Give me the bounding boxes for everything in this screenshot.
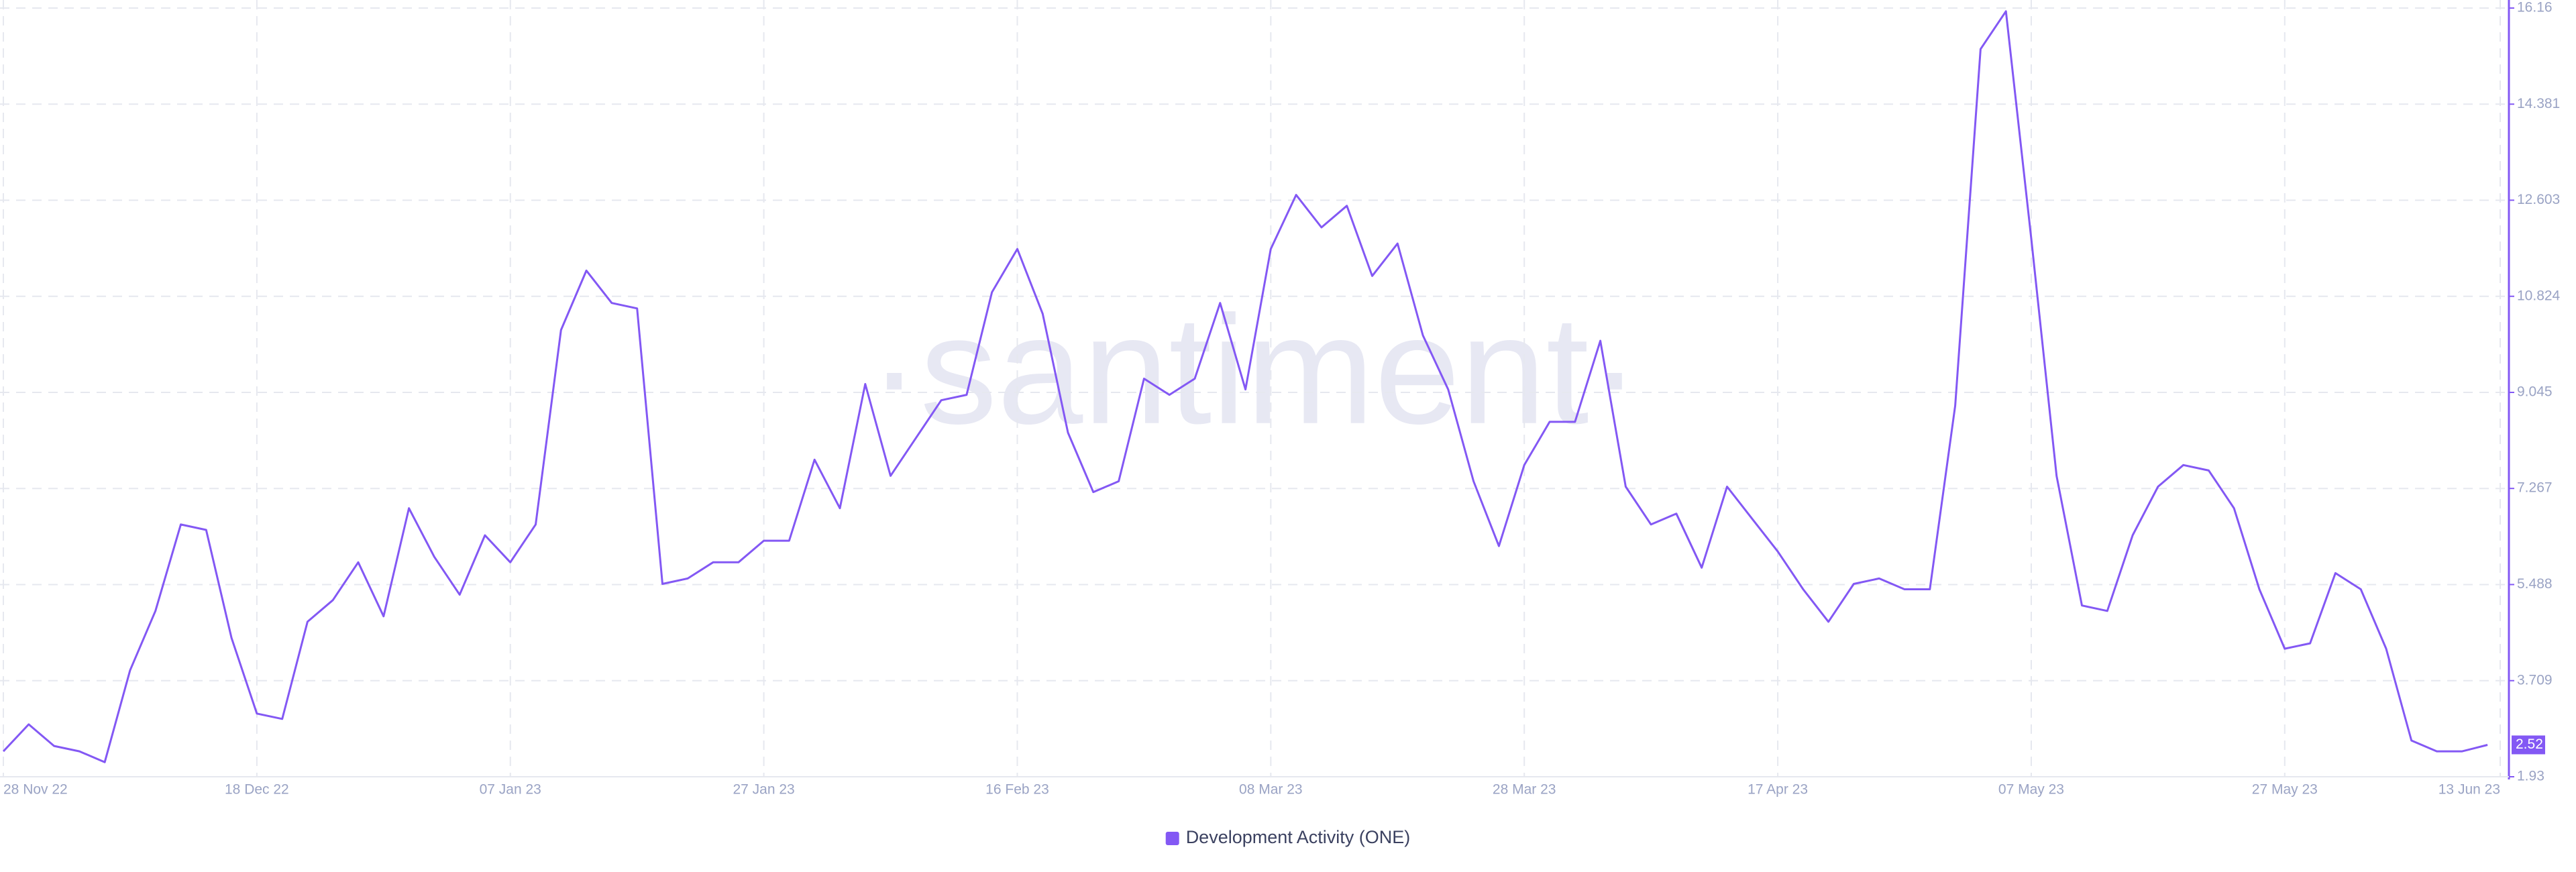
y-tick-label: 3.709 bbox=[2517, 672, 2553, 688]
x-tick-label: 07 Jan 23 bbox=[480, 782, 541, 798]
y-tick-label: 5.488 bbox=[2517, 576, 2553, 592]
legend-label: Development Activity (ONE) bbox=[1186, 827, 1411, 847]
legend-swatch bbox=[1165, 832, 1179, 845]
x-tick-label: 07 May 23 bbox=[1998, 782, 2064, 798]
x-tick-label: 16 Feb 23 bbox=[985, 782, 1049, 798]
y-tick-label: 10.824 bbox=[2517, 288, 2561, 303]
data-line bbox=[2, 10, 2488, 763]
x-tick-label: 28 Mar 23 bbox=[1493, 782, 1556, 798]
x-tick-label: 08 Mar 23 bbox=[1239, 782, 1303, 798]
x-tick-label: 27 Jan 23 bbox=[733, 782, 794, 798]
x-tick-label: 13 Jun 23 bbox=[2438, 782, 2500, 798]
x-tick-label: 27 May 23 bbox=[2252, 782, 2318, 798]
y-tick-label: 14.381 bbox=[2517, 96, 2560, 111]
y-tick-label: 7.267 bbox=[2517, 480, 2553, 496]
y-tick-label: 12.603 bbox=[2517, 192, 2560, 207]
last-value-badge bbox=[2512, 735, 2545, 755]
x-tick-label: 28 Nov 22 bbox=[3, 782, 68, 798]
last-value-label: 2.52 bbox=[2516, 737, 2543, 752]
y-tick-label: 16.16 bbox=[2517, 0, 2553, 15]
y-tick-label: 1.93 bbox=[2517, 769, 2544, 784]
x-tick-label: 18 Dec 22 bbox=[225, 782, 289, 798]
legend-item: Development Activity (ONE) bbox=[1165, 827, 1411, 847]
y-tick-label: 9.045 bbox=[2517, 384, 2553, 400]
x-tick-label: 17 Apr 23 bbox=[1748, 782, 1808, 798]
watermark: ·santiment· bbox=[869, 284, 1640, 456]
